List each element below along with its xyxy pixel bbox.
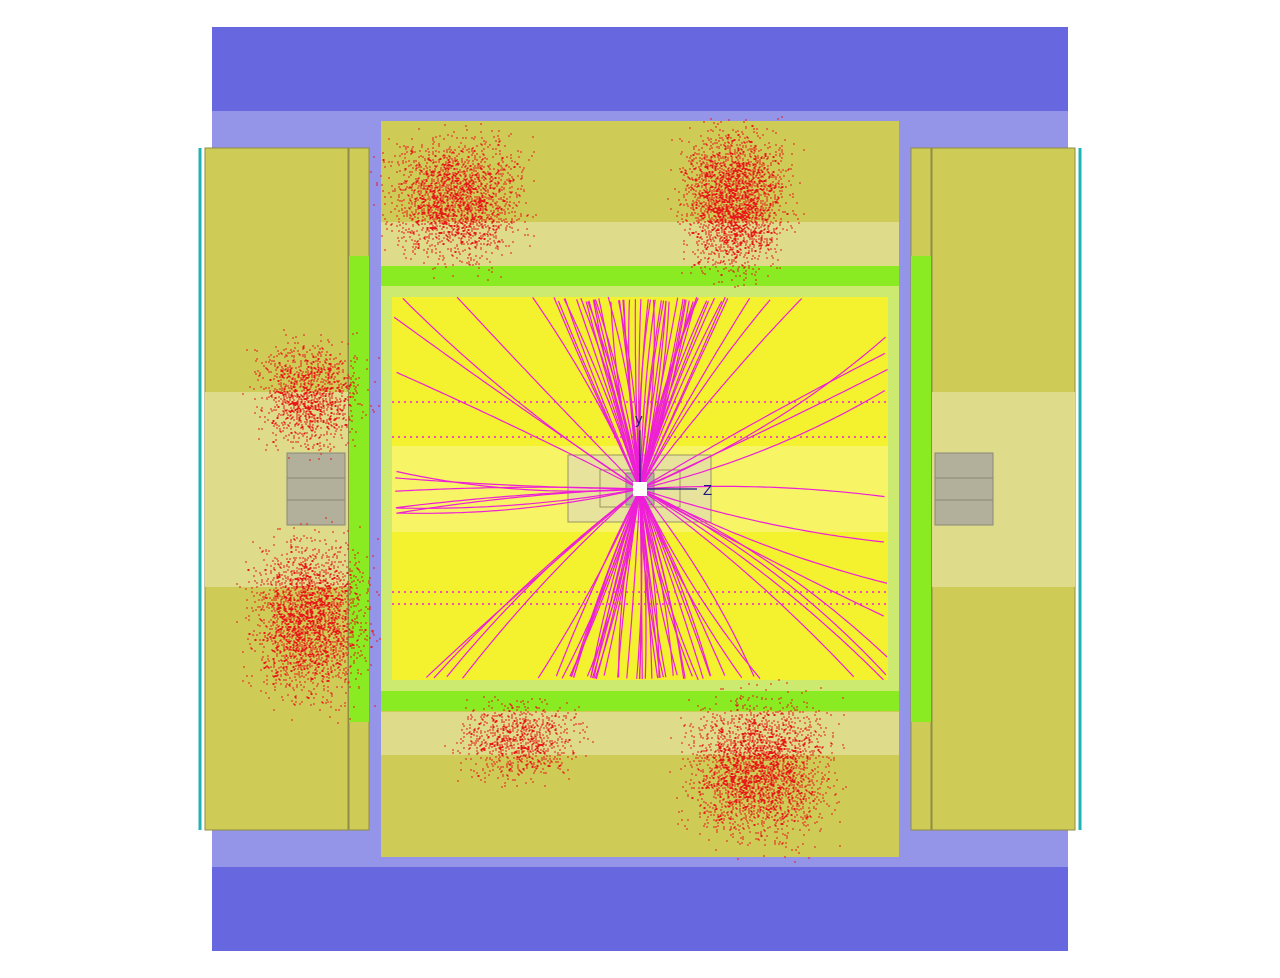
hit-scatter [236, 116, 847, 863]
track [461, 488, 641, 679]
track [591, 488, 641, 679]
track [639, 488, 884, 681]
endcap-right-muon [911, 256, 931, 722]
track [639, 300, 723, 490]
track [396, 371, 641, 490]
track [555, 488, 641, 677]
plug-left-2 [286, 477, 346, 501]
track [396, 488, 641, 509]
muon-layer-top [381, 266, 899, 286]
track [622, 299, 641, 490]
barrel-light-bottom [381, 712, 899, 755]
track [639, 488, 885, 617]
track [639, 488, 712, 677]
track [639, 488, 664, 678]
track [396, 488, 641, 514]
track [537, 488, 641, 679]
y-axis-label: y [635, 411, 643, 428]
track [639, 389, 886, 490]
track [639, 300, 708, 490]
plug-right-1 [934, 452, 994, 479]
track [395, 488, 641, 509]
track [639, 488, 704, 679]
track [639, 488, 884, 543]
track [425, 488, 641, 678]
plug-right-3 [934, 499, 994, 526]
track [446, 488, 641, 678]
track [639, 488, 653, 679]
track [592, 299, 641, 490]
track [639, 488, 855, 678]
track [639, 488, 888, 658]
z-axis-label: Z [703, 482, 712, 499]
track [456, 296, 641, 490]
track [626, 488, 641, 679]
track [638, 298, 642, 490]
track [639, 488, 685, 679]
track [639, 297, 729, 490]
track [598, 298, 641, 490]
track [639, 299, 656, 490]
track [639, 368, 888, 490]
track [395, 477, 641, 490]
track [639, 297, 679, 490]
track [639, 488, 660, 678]
origin-marker [633, 482, 647, 496]
track [639, 299, 771, 490]
track [639, 488, 755, 677]
track [593, 488, 641, 679]
track [573, 488, 641, 678]
plug-right-2 [934, 477, 994, 501]
track [402, 297, 641, 490]
track [639, 298, 803, 490]
track [639, 488, 761, 679]
endcap-left [198, 147, 370, 831]
track [590, 488, 641, 678]
track [639, 297, 751, 490]
track [563, 298, 641, 490]
track [639, 488, 678, 676]
track [639, 352, 886, 490]
track [634, 299, 641, 490]
track [587, 301, 641, 490]
track [639, 485, 885, 498]
plug-left-1 [286, 452, 346, 479]
track [639, 336, 886, 490]
track [639, 300, 667, 490]
yoke-top [212, 27, 1068, 111]
track [639, 300, 662, 490]
track [639, 488, 699, 681]
coordinate-axes: y Z [633, 411, 712, 499]
muon-layer-bottom [381, 691, 899, 711]
track [639, 488, 887, 676]
yoke-bottom [212, 867, 1068, 951]
track [553, 297, 641, 490]
plug-left-3 [286, 499, 346, 526]
endcap-right [910, 147, 1082, 831]
barrel-light-top [381, 222, 899, 266]
track [564, 298, 641, 490]
track [603, 488, 641, 676]
calorimeter-hits [236, 116, 847, 863]
track [639, 488, 674, 676]
endcap-left-muon [349, 256, 369, 722]
track [639, 488, 743, 679]
